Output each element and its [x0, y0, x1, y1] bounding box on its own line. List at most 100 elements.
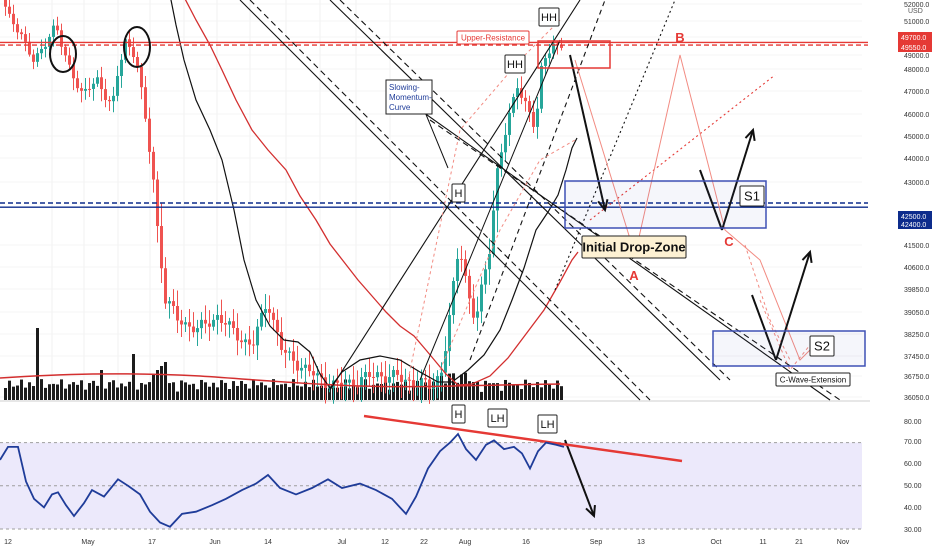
- price-tick-label: 36750.0: [904, 374, 929, 381]
- volume-bar: [472, 381, 475, 400]
- rsi-tick-label: 70.00: [904, 439, 922, 446]
- candle-body: [252, 344, 255, 346]
- candle-body: [484, 269, 487, 285]
- candle-body: [300, 367, 303, 371]
- volume-bar: [212, 382, 215, 400]
- volume-bar: [232, 381, 235, 400]
- time-tick-label: 11: [759, 539, 766, 546]
- volume-bar: [512, 384, 515, 400]
- volume-bar: [220, 380, 223, 400]
- volume-bar: [388, 389, 391, 400]
- candle-body: [112, 95, 115, 102]
- candle-body: [384, 376, 387, 383]
- label-wave-a: A: [629, 268, 639, 283]
- volume-bar: [240, 380, 243, 400]
- volume-bar: [196, 389, 199, 400]
- volume-bar: [556, 380, 559, 400]
- candle-body: [328, 387, 331, 389]
- rsi-band: [0, 442, 862, 530]
- volume-bar: [256, 385, 259, 400]
- volume-bar: [348, 388, 351, 400]
- price-tick-label: 38250.0: [904, 332, 929, 339]
- volume-bar: [320, 385, 323, 400]
- volume-bar: [192, 383, 195, 400]
- price-tick-label: 37450.0: [904, 354, 929, 361]
- volume-bar: [44, 387, 47, 400]
- volume-bar: [524, 379, 527, 400]
- candle-body: [476, 311, 479, 318]
- candle-body: [376, 372, 379, 378]
- time-tick-label: 13: [637, 539, 645, 546]
- candle-body: [60, 30, 63, 47]
- candle-body: [188, 322, 191, 327]
- candle-body: [72, 64, 75, 79]
- label-lh-second-box: [537, 414, 558, 434]
- volume-bar: [404, 380, 407, 400]
- volume-bar: [536, 382, 539, 400]
- time-tick-label: Oct: [711, 539, 722, 546]
- volume-bar: [268, 387, 271, 400]
- candle-body: [348, 379, 351, 383]
- candle-body: [8, 6, 11, 14]
- slowing-momentum-box: [385, 79, 433, 115]
- dotted-projection-black: [554, 0, 676, 291]
- volume-bar: [468, 381, 471, 400]
- label-initial-drop-zone: Initial Drop-Zone: [582, 240, 685, 255]
- candle-body: [508, 112, 511, 135]
- candle-body: [172, 301, 175, 307]
- candle-body: [288, 351, 291, 353]
- channel-line-solid-2: [329, 0, 721, 381]
- candle-body: [352, 379, 355, 386]
- channel-line-solid-1: [239, 0, 641, 401]
- price-tick-label: 40600.0: [904, 265, 929, 272]
- candle-body: [276, 319, 279, 333]
- time-tick-label: Jun: [209, 539, 220, 546]
- volume-bar: [248, 388, 251, 400]
- candle-body: [308, 364, 311, 372]
- price-tick-label: 46000.0: [904, 112, 929, 119]
- candle-body: [104, 89, 107, 100]
- volume-bar: [16, 385, 19, 400]
- rsi-tick-label: 40.00: [904, 505, 922, 512]
- volume-bar: [60, 379, 63, 400]
- candle-body: [56, 25, 59, 31]
- candle-body: [220, 314, 223, 323]
- label-s1: S1: [744, 189, 760, 204]
- price-tick-label: 39050.0: [904, 310, 929, 317]
- time-tick-label: 17: [148, 539, 156, 546]
- price-callout: 49550.0: [901, 45, 926, 52]
- candle-body: [68, 55, 71, 65]
- channel-line-dashed-2: [339, 0, 731, 381]
- candle-body: [40, 48, 43, 54]
- volume-bar: [148, 382, 151, 400]
- candle-body: [224, 322, 227, 325]
- circle-top-1: [49, 35, 77, 73]
- volume-bar: [492, 383, 495, 400]
- time-tick-label: 14: [264, 539, 272, 546]
- candles: [4, 0, 563, 404]
- candle-body: [180, 320, 183, 325]
- volume-bar: [168, 383, 171, 400]
- circle-top-2: [123, 26, 151, 68]
- candle-body: [500, 152, 503, 169]
- volume-bar: [276, 385, 279, 400]
- candle-body: [4, 0, 7, 7]
- candle-body: [532, 111, 535, 127]
- candle-body: [492, 210, 495, 255]
- candle-body: [540, 65, 543, 109]
- arrow-bounce-s2-head: [801, 249, 813, 264]
- volume-bar: [448, 373, 451, 400]
- price-tick-label: 52000.0: [904, 2, 929, 9]
- candle-body: [120, 59, 123, 76]
- volume-bar: [328, 387, 331, 400]
- volume-bar: [236, 385, 239, 400]
- volume-bar: [124, 386, 127, 400]
- candle-body: [272, 312, 275, 320]
- candle-body: [284, 349, 287, 353]
- candle-body: [392, 369, 395, 378]
- time-tick-label: May: [81, 539, 95, 546]
- volume-bar: [172, 382, 175, 400]
- time-tick-label: Aug: [459, 539, 472, 546]
- volume-bar: [444, 383, 447, 400]
- price-tick-label: 39850.0: [904, 287, 929, 294]
